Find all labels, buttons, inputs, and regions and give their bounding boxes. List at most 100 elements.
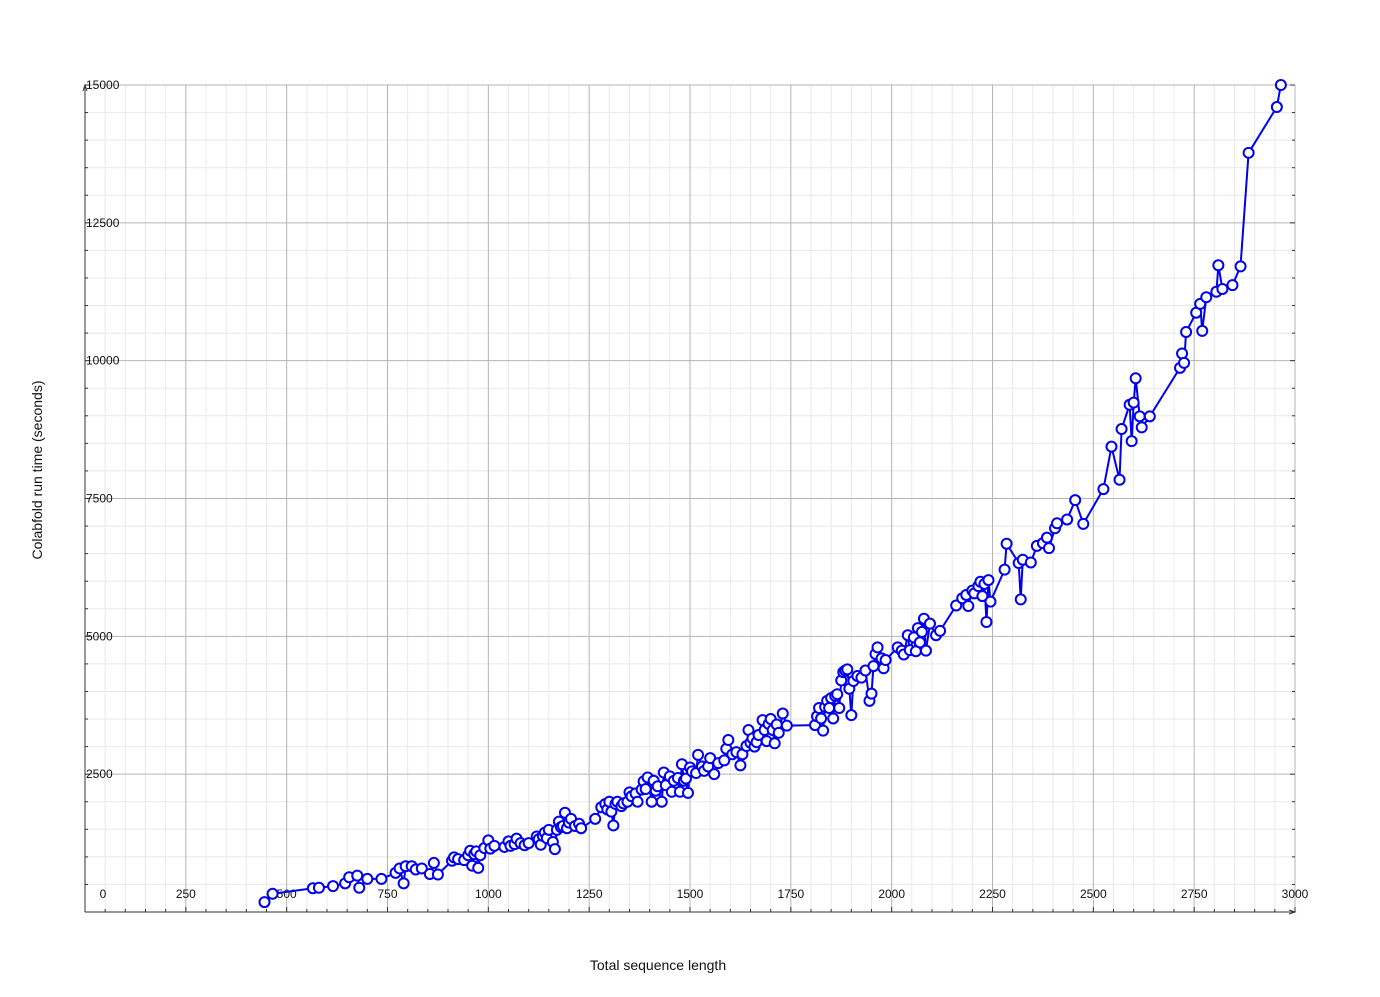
data-point xyxy=(631,795,644,808)
data-point xyxy=(1014,593,1027,606)
data-point xyxy=(1178,356,1191,369)
data-point xyxy=(923,617,936,630)
data-point xyxy=(776,707,789,720)
data-point xyxy=(980,615,993,628)
data-point xyxy=(1180,325,1193,338)
data-point xyxy=(1270,101,1283,114)
y-tick-label: 7500 xyxy=(86,492,113,506)
data-point xyxy=(708,768,721,781)
data-point xyxy=(266,887,279,900)
data-point xyxy=(919,644,932,657)
data-point xyxy=(982,574,995,587)
data-point xyxy=(575,822,588,835)
data-point xyxy=(879,654,892,667)
data-point xyxy=(1061,513,1074,526)
data-point xyxy=(431,868,444,881)
data-point xyxy=(734,759,747,772)
x-axis-title: Total sequence length xyxy=(590,957,726,973)
data-point xyxy=(1216,282,1229,295)
data-point xyxy=(845,709,858,722)
data-point xyxy=(415,862,428,875)
data-point xyxy=(833,702,846,715)
data-point xyxy=(258,896,271,909)
x-tick-label: 2500 xyxy=(1080,887,1107,901)
axis-ticks xyxy=(85,84,1296,912)
x-tick-label: 2000 xyxy=(878,887,905,901)
data-point xyxy=(1196,324,1209,337)
data-point xyxy=(1176,347,1189,360)
data-point xyxy=(397,877,410,890)
data-point xyxy=(962,600,975,613)
data-point xyxy=(984,595,997,608)
y-tick-label: 2500 xyxy=(86,767,113,781)
data-point xyxy=(1042,542,1055,555)
data-point xyxy=(976,590,989,603)
data-point xyxy=(548,843,561,856)
x-tick-label: 500 xyxy=(277,887,297,901)
data-point xyxy=(998,563,1011,576)
data-point xyxy=(645,795,658,808)
data-point xyxy=(1024,556,1037,569)
data-point xyxy=(1113,473,1126,486)
x-tick-label: 750 xyxy=(377,887,397,901)
data-point xyxy=(1200,291,1213,304)
x-tick-label: 2250 xyxy=(979,887,1006,901)
data-point xyxy=(1125,435,1138,448)
data-point xyxy=(427,856,440,869)
data-point xyxy=(772,726,785,739)
data-point xyxy=(589,812,602,825)
data-point xyxy=(815,712,828,725)
data-point xyxy=(1212,259,1225,272)
data-point xyxy=(1234,260,1247,273)
data-point xyxy=(1097,483,1110,496)
data-point xyxy=(780,719,793,732)
data-point xyxy=(522,837,535,850)
data-point xyxy=(639,783,652,796)
data-point xyxy=(823,702,836,715)
x-tick-label: 250 xyxy=(176,887,196,901)
data-point xyxy=(718,754,731,767)
y-tick-label: 15000 xyxy=(86,78,120,92)
data-point xyxy=(1226,279,1239,292)
x-tick-label: 1500 xyxy=(677,887,704,901)
data-point xyxy=(353,881,366,894)
data-point xyxy=(867,660,880,673)
data-point xyxy=(827,712,840,725)
y-tick-label: 5000 xyxy=(86,629,113,643)
y-tick-label: 10000 xyxy=(86,354,120,368)
data-point xyxy=(1115,423,1128,436)
data-point xyxy=(1129,372,1142,385)
x-tick-label: 0 xyxy=(100,887,107,901)
data-point xyxy=(934,624,947,637)
data-point xyxy=(1051,517,1064,530)
data-point xyxy=(1105,440,1118,453)
data-point xyxy=(472,861,485,874)
data-point xyxy=(871,641,884,654)
x-tick-label: 2750 xyxy=(1181,887,1208,901)
data-point xyxy=(327,880,340,893)
data-point xyxy=(488,839,501,852)
data-point xyxy=(722,733,735,746)
data-point xyxy=(817,724,830,737)
data-point xyxy=(1143,410,1156,423)
data-point xyxy=(831,688,844,701)
data-point xyxy=(1127,396,1140,409)
x-tick-label: 1750 xyxy=(777,887,804,901)
data-point xyxy=(1040,531,1053,544)
data-point xyxy=(607,819,620,832)
data-point xyxy=(1274,79,1287,91)
data-point xyxy=(1242,146,1255,159)
data-point xyxy=(361,872,374,885)
data-point xyxy=(655,795,668,808)
data-point xyxy=(915,625,928,638)
data-point xyxy=(375,872,388,885)
data-point xyxy=(681,786,694,799)
data-point xyxy=(1000,537,1013,550)
x-tick-label: 1000 xyxy=(475,887,502,901)
x-tick-label: 1250 xyxy=(576,887,603,901)
series-layer xyxy=(258,79,1287,909)
data-point xyxy=(865,687,878,700)
tick-labels: 0 250 500 750 1000 1250 1500 1750 2000 2250 2500 27… xyxy=(86,78,1309,901)
data-point xyxy=(1135,421,1148,434)
